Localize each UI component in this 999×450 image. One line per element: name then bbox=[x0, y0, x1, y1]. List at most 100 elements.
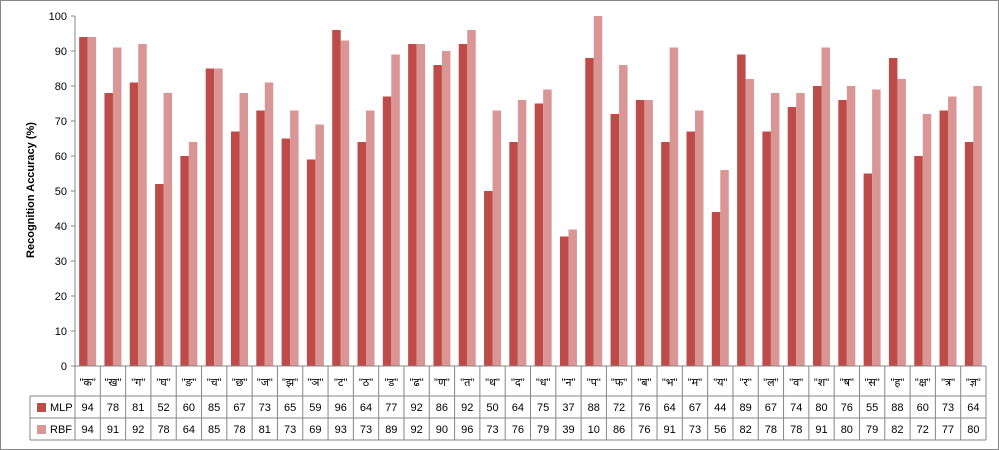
bar-mlp bbox=[155, 184, 164, 366]
bar-mlp bbox=[610, 114, 620, 366]
bar-rbf bbox=[264, 82, 274, 366]
data-label-mlp: 64 bbox=[360, 402, 372, 414]
x-tick-label: "ढ" bbox=[410, 377, 424, 389]
x-tick-label: "च" bbox=[207, 377, 222, 389]
y-tick-label: 30 bbox=[55, 256, 67, 268]
data-label-mlp: 81 bbox=[132, 402, 144, 414]
x-tick-label: "त" bbox=[460, 377, 474, 389]
data-label-rbf: 82 bbox=[891, 424, 903, 436]
y-tick-label: 60 bbox=[55, 151, 67, 163]
data-label-rbf: 80 bbox=[841, 424, 853, 436]
bar-mlp bbox=[914, 156, 923, 366]
bar-mlp bbox=[737, 54, 746, 366]
data-label-rbf: 73 bbox=[360, 424, 372, 436]
data-label-rbf: 92 bbox=[132, 424, 144, 436]
data-label-mlp: 72 bbox=[613, 402, 625, 414]
bar-rbf bbox=[745, 79, 755, 366]
x-tick-label: "ष" bbox=[840, 377, 854, 389]
bar-rbf bbox=[441, 51, 451, 366]
data-label-mlp: 77 bbox=[385, 402, 397, 414]
data-label-mlp: 67 bbox=[233, 402, 245, 414]
data-label-rbf: 91 bbox=[815, 424, 827, 436]
x-tick-label: "ब" bbox=[637, 377, 651, 389]
bar-rbf bbox=[188, 142, 198, 366]
bar-mlp bbox=[686, 131, 695, 366]
x-tick-label: "ट" bbox=[334, 377, 347, 389]
data-label-rbf: 69 bbox=[309, 424, 321, 436]
bar-rbf bbox=[214, 68, 223, 366]
data-label-rbf: 80 bbox=[967, 424, 979, 436]
data-label-mlp: 94 bbox=[82, 402, 94, 414]
data-label-mlp: 60 bbox=[917, 402, 929, 414]
bar-mlp bbox=[509, 142, 518, 366]
data-label-mlp: 75 bbox=[537, 402, 549, 414]
bar-rbf bbox=[366, 110, 375, 366]
data-label-rbf: 81 bbox=[259, 424, 271, 436]
bar-rbf bbox=[568, 229, 577, 366]
data-label-rbf: 78 bbox=[233, 424, 245, 436]
x-tick-label: "क्ष" bbox=[915, 377, 931, 389]
bar-mlp bbox=[205, 68, 215, 366]
data-label-mlp: 67 bbox=[765, 402, 777, 414]
data-label-mlp: 52 bbox=[157, 402, 169, 414]
data-label-mlp: 88 bbox=[588, 402, 600, 414]
bar-rbf bbox=[391, 54, 400, 366]
x-tick-label: "छ" bbox=[232, 377, 248, 389]
bar-rbf bbox=[619, 65, 628, 366]
data-label-rbf: 76 bbox=[638, 424, 650, 436]
x-tick-label: "ण" bbox=[434, 377, 450, 389]
bar-rbf bbox=[138, 44, 147, 366]
legend-key-rbf bbox=[37, 425, 46, 434]
bar-rbf bbox=[973, 86, 982, 366]
bar-mlp bbox=[306, 159, 316, 366]
bar-mlp bbox=[382, 96, 392, 366]
data-label-rbf: 79 bbox=[537, 424, 549, 436]
y-tick-label: 100 bbox=[49, 11, 67, 23]
bar-mlp bbox=[104, 93, 113, 366]
y-tick-label: 40 bbox=[55, 221, 67, 233]
x-tick-label: "थ" bbox=[485, 377, 500, 389]
x-axis: "क" "ख" "ग" "घ" "ङ" "च" "छ" "ज" "झ" "ञ" "ट" "ठ" "ड" "… bbox=[80, 377, 981, 389]
bar-mlp bbox=[332, 30, 341, 366]
x-tick-label: "त्र" bbox=[941, 377, 955, 389]
bar-mlp bbox=[813, 86, 822, 366]
bar-rbf bbox=[517, 100, 527, 366]
bar-mlp bbox=[585, 58, 594, 366]
bar-rbf bbox=[821, 47, 831, 366]
y-tick-label: 20 bbox=[55, 291, 67, 303]
x-tick-label: "द" bbox=[511, 377, 525, 389]
data-label-mlp: 64 bbox=[512, 402, 524, 414]
bar-mlp bbox=[484, 191, 493, 366]
data-label-mlp: 74 bbox=[790, 402, 802, 414]
data-label-mlp: 86 bbox=[436, 402, 448, 414]
bar-mlp bbox=[458, 44, 468, 366]
data-label-rbf: 76 bbox=[512, 424, 524, 436]
data-label-rbf: 39 bbox=[562, 424, 574, 436]
bar-mlp bbox=[559, 236, 569, 366]
bar-rbf bbox=[416, 44, 426, 366]
data-label-rbf: 92 bbox=[411, 424, 423, 436]
bar-mlp bbox=[281, 138, 291, 366]
bar-rbf bbox=[922, 114, 932, 366]
x-tick-label: "न" bbox=[561, 377, 575, 389]
bar-mlp bbox=[79, 37, 88, 366]
data-label-mlp: 50 bbox=[486, 402, 498, 414]
data-label-mlp: 65 bbox=[284, 402, 296, 414]
data-table: MLP 94 78 81 52 60 85 67 73 65 59 96 64 77 92 86 92 50 64 7… bbox=[29, 365, 987, 441]
bar-rbf bbox=[872, 89, 881, 366]
bar-rbf bbox=[315, 124, 324, 366]
bar-rbf bbox=[669, 47, 679, 366]
x-tick-label: "भ" bbox=[662, 377, 678, 389]
data-label-rbf: 90 bbox=[436, 424, 448, 436]
data-label-mlp: 76 bbox=[841, 402, 853, 414]
bar-rbf bbox=[846, 86, 856, 366]
bar-rbf bbox=[593, 16, 603, 366]
data-label-rbf: 78 bbox=[765, 424, 777, 436]
data-label-mlp: 96 bbox=[335, 402, 347, 414]
bar-mlp bbox=[661, 142, 670, 366]
data-label-mlp: 85 bbox=[208, 402, 220, 414]
x-tick-label: "व" bbox=[789, 377, 803, 389]
bar-rbf bbox=[163, 93, 173, 366]
data-label-mlp: 64 bbox=[967, 402, 979, 414]
